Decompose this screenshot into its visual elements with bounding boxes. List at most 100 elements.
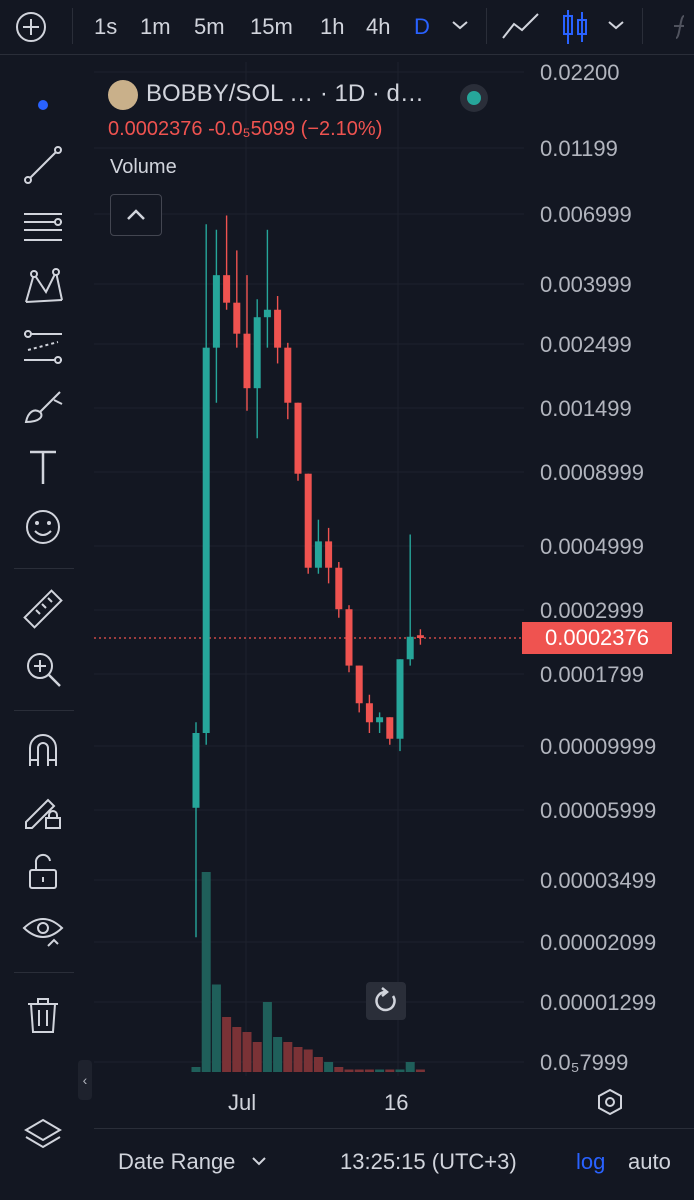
text-tool-icon[interactable]	[18, 442, 68, 492]
candle-body	[365, 703, 373, 723]
add-symbol-icon[interactable]	[14, 10, 48, 44]
price-chart[interactable]	[94, 62, 524, 1076]
volume-bar	[334, 1067, 344, 1072]
sidebar-collapse-handle[interactable]: ‹	[78, 1060, 92, 1100]
candle-body	[192, 733, 200, 808]
time-label-jul: Jul	[228, 1090, 257, 1115]
price-change-readout: 0.0002376 -0.0₅5099 (−2.10%)	[108, 118, 383, 140]
trash-icon[interactable]	[18, 990, 68, 1040]
timeframe-5m[interactable]: 5m	[194, 14, 225, 39]
settings-hexagon-icon[interactable]	[594, 1086, 626, 1118]
zoom-in-icon[interactable]	[18, 644, 68, 694]
timeframe-15m[interactable]: 15m	[250, 14, 293, 39]
price-axis-label: 0.0002999	[540, 598, 644, 623]
reset-chart-button[interactable]	[366, 982, 406, 1020]
candle-body	[386, 717, 394, 739]
timeframe-chevron-down-icon[interactable]	[450, 18, 470, 32]
candle-body	[223, 275, 231, 303]
candle	[304, 473, 312, 574]
clock-timezone[interactable]: 13:25:15 (UTC+3)	[340, 1149, 517, 1174]
candle-body	[355, 665, 363, 704]
volume-bar	[222, 1017, 232, 1072]
sidebar-divider	[14, 972, 74, 973]
timeframe-d[interactable]: D	[414, 14, 430, 39]
unlock-icon[interactable]	[18, 846, 68, 896]
cursor-dot-icon[interactable]	[18, 80, 68, 130]
candle	[263, 229, 271, 348]
reset-icon	[375, 987, 396, 1012]
volume-bar	[385, 1069, 395, 1072]
price-axis-label: 0.00005999	[540, 798, 657, 823]
candle	[345, 605, 353, 673]
price-axis-label: 0.0001799	[540, 662, 644, 687]
price-axis-label: 0.00001299	[540, 990, 657, 1015]
emoji-icon[interactable]	[18, 502, 68, 552]
sidebar-divider	[14, 568, 74, 569]
date-range-chevron-down-icon[interactable]	[250, 1155, 268, 1167]
candle-body	[396, 659, 404, 739]
auto-scale-toggle[interactable]: auto	[628, 1149, 671, 1174]
log-scale-toggle[interactable]: log	[576, 1149, 606, 1174]
trend-line-icon[interactable]	[18, 140, 68, 190]
candle-body	[233, 302, 241, 334]
volume-bar	[273, 1037, 283, 1072]
candle-body	[376, 717, 384, 723]
pattern-tool-icon[interactable]	[18, 262, 68, 312]
candle	[202, 224, 210, 745]
legend-collapse-button[interactable]	[110, 194, 162, 236]
brush-icon[interactable]	[18, 382, 68, 432]
volume-bar	[191, 1067, 201, 1072]
chart-type-chevron-down-icon[interactable]	[606, 18, 626, 32]
volume-bar	[354, 1069, 364, 1072]
price-axis-label: 0.003999	[540, 272, 632, 297]
volume-bar	[293, 1047, 303, 1072]
volume-label[interactable]: Volume	[110, 156, 177, 178]
forecasting-tool-icon[interactable]	[18, 322, 68, 372]
candle-body	[335, 567, 343, 610]
price-axis-label: 0.001499	[540, 396, 632, 421]
drawing-toolbar	[0, 62, 86, 1149]
line-chart-icon[interactable]	[500, 10, 542, 44]
volume-bar	[405, 1062, 415, 1072]
volume-bar	[313, 1057, 323, 1072]
volume-bar	[415, 1069, 425, 1072]
volume-bar	[252, 1042, 262, 1072]
token-avatar	[108, 80, 138, 110]
candle-body	[202, 347, 210, 734]
lock-drawing-icon[interactable]	[18, 786, 68, 836]
candle	[396, 659, 404, 752]
candle-body	[284, 347, 292, 403]
volume-bar	[395, 1069, 405, 1072]
candle	[335, 561, 343, 618]
market-status-icon[interactable]	[460, 84, 488, 112]
candle	[294, 402, 302, 481]
price-axis-label: 0.01199	[540, 136, 618, 161]
candle-body	[253, 317, 261, 389]
current-price-tag: 0.0002376	[522, 622, 672, 654]
magnet-icon[interactable]	[18, 726, 68, 776]
price-axis-label: 0.00009999	[540, 734, 657, 759]
timeframe-1h[interactable]: 1h	[320, 14, 345, 39]
timeframe-1s[interactable]: 1s	[94, 14, 118, 39]
timeframe-1m[interactable]: 1m	[140, 14, 171, 39]
timeframe-4h[interactable]: 4h	[366, 14, 391, 39]
ruler-icon[interactable]	[18, 584, 68, 634]
candle	[212, 229, 220, 403]
symbol-title[interactable]: BOBBY/SOL … · 1D · d…	[146, 80, 424, 107]
candle	[406, 534, 414, 666]
time-label-16: 16	[384, 1090, 409, 1115]
volume-bar	[303, 1049, 313, 1072]
volume-bar	[232, 1027, 242, 1072]
chevron-up-icon	[127, 209, 145, 220]
candle	[416, 629, 424, 645]
volume-bar	[201, 872, 211, 1072]
date-range-button[interactable]: Date Range	[118, 1149, 236, 1174]
indicators-fx-icon[interactable]	[664, 10, 694, 44]
bottom-bar: Date Range 13:25:15 (UTC+3) log auto	[94, 1128, 694, 1191]
fib-retracement-icon[interactable]	[18, 202, 68, 252]
candle-body	[274, 309, 282, 348]
layers-icon[interactable]	[18, 1110, 68, 1160]
candle	[253, 299, 261, 439]
candles-chart-icon[interactable]	[560, 8, 590, 46]
visibility-eye-icon[interactable]	[18, 906, 68, 956]
